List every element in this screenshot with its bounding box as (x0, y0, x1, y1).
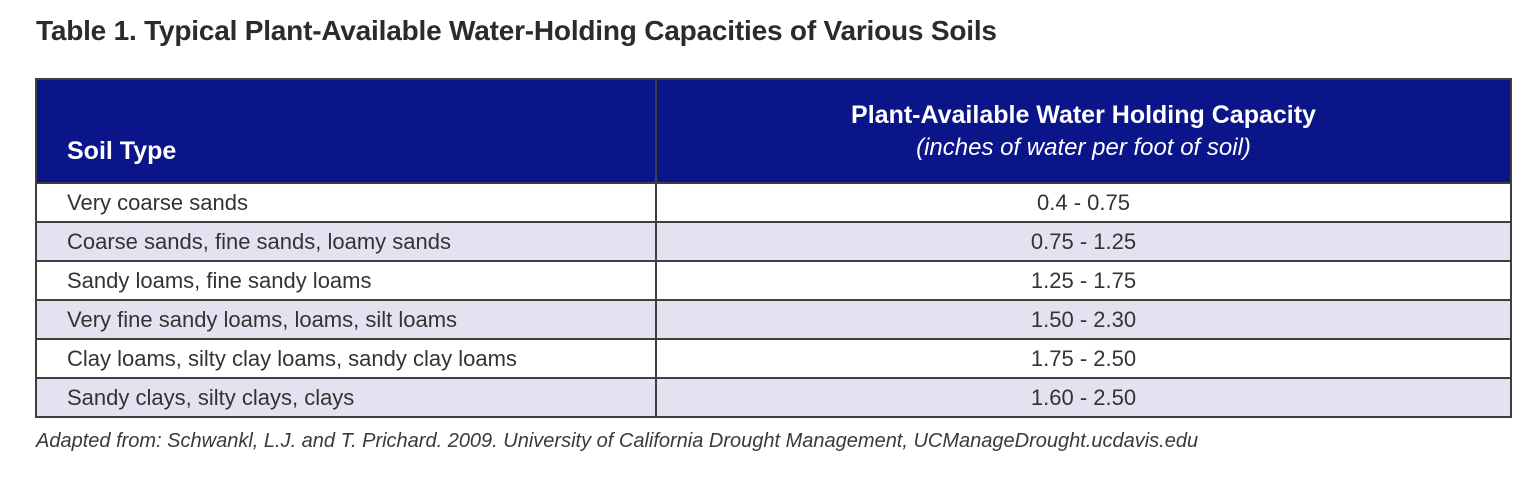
soil-type-cell: Sandy clays, silty clays, clays (35, 377, 657, 418)
capacity-header-title: Plant-Available Water Holding Capacity (851, 101, 1316, 129)
table-row: Very coarse sands 0.4 - 0.75 (35, 182, 1512, 223)
soil-type-cell: Very fine sandy loams, loams, silt loams (35, 299, 657, 340)
table-title: Table 1. Typical Plant-Available Water-H… (36, 15, 997, 46)
source-attribution: Adapted from: Schwankl, L.J. and T. Pric… (36, 430, 1199, 452)
soil-capacity-table: Soil Type Plant-Available Water Holding … (35, 78, 1512, 418)
capacity-value-cell: 1.60 - 2.50 (655, 377, 1512, 418)
table-row: Sandy clays, silty clays, clays 1.60 - 2.… (35, 377, 1512, 418)
capacity-value-cell: 0.4 - 0.75 (655, 182, 1512, 223)
soil-type-column-header: Soil Type (35, 78, 657, 184)
soil-type-cell: Very coarse sands (35, 182, 657, 223)
soil-type-cell: Coarse sands, fine sands, loamy sands (35, 221, 657, 262)
soil-type-cell: Clay loams, silty clay loams, sandy clay… (35, 338, 657, 379)
capacity-value-cell: 0.75 - 1.25 (655, 221, 1512, 262)
capacity-value-cell: 1.50 - 2.30 (655, 299, 1512, 340)
table-row: Very fine sandy loams, loams, silt loams… (35, 299, 1512, 340)
table-row: Coarse sands, fine sands, loamy sands 0.7… (35, 221, 1512, 262)
soil-table-body: Very coarse sands 0.4 - 0.75 Coarse sands,… (35, 182, 1512, 418)
header-row: Soil Type Plant-Available Water Holding … (35, 78, 1512, 184)
table-row: Clay loams, silty clay loams, sandy clay… (35, 338, 1512, 379)
soil-type-cell: Sandy loams, fine sandy loams (35, 260, 657, 301)
capacity-column-header: Plant-Available Water Holding Capacity (… (655, 78, 1512, 184)
table-header: Soil Type Plant-Available Water Holding … (35, 78, 1512, 184)
capacity-value-cell: 1.75 - 2.50 (655, 338, 1512, 379)
capacity-header-units: (inches of water per foot of soil) (916, 134, 1251, 161)
table-row: Sandy loams, fine sandy loams 1.25 - 1.75 (35, 260, 1512, 301)
capacity-value-cell: 1.25 - 1.75 (655, 260, 1512, 301)
